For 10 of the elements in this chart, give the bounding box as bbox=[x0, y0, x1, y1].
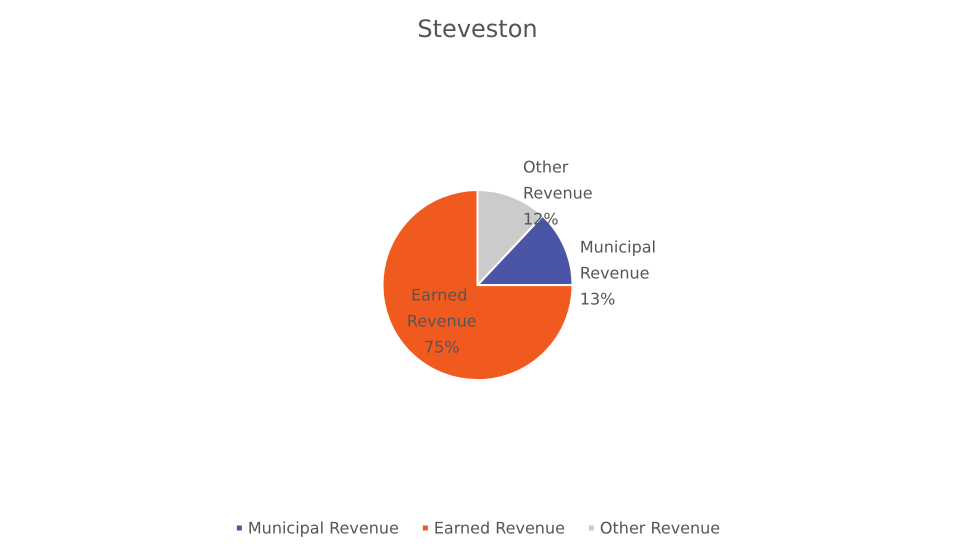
data-label: 75% bbox=[424, 337, 460, 356]
chart-title: Steveston bbox=[417, 15, 538, 43]
slice-label: Earned Revenue bbox=[406, 285, 477, 330]
legend-label: Other Revenue bbox=[600, 518, 720, 538]
legend-label: Earned Revenue bbox=[434, 518, 565, 538]
data-label: 13% bbox=[580, 290, 616, 309]
legend-label: Municipal Revenue bbox=[248, 518, 399, 538]
slice-label: Municipal Revenue bbox=[580, 238, 662, 283]
data-label: 12% bbox=[522, 210, 559, 229]
slice-label: Other Revenue bbox=[522, 158, 593, 203]
